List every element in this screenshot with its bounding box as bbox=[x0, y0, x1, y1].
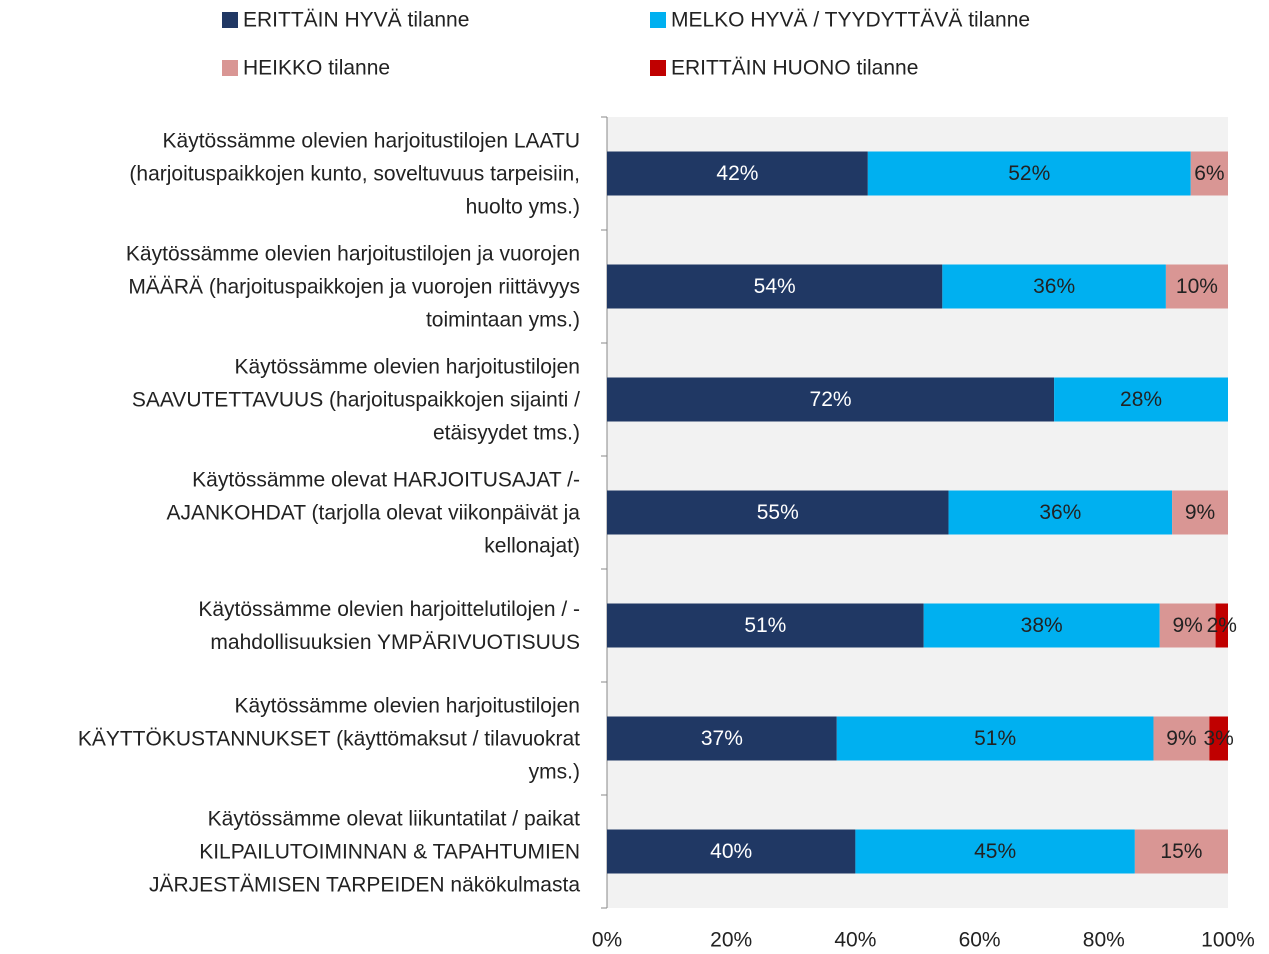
data-label: 3% bbox=[1204, 727, 1234, 750]
data-label: 51% bbox=[974, 727, 1016, 750]
bar-segment bbox=[607, 829, 856, 874]
legend-label: MELKO HYVÄ / TYYDYTTÄVÄ tilanne bbox=[671, 9, 1030, 32]
x-tick-label: 80% bbox=[1083, 929, 1125, 952]
category-label: Käytössämme olevat liikuntatilat / paika… bbox=[148, 807, 580, 896]
data-label: 36% bbox=[1039, 501, 1081, 524]
category-label: Käytössämme olevien harjoitustilojen ja … bbox=[125, 242, 580, 331]
bar-segment bbox=[1172, 490, 1228, 535]
bar-segment bbox=[1165, 264, 1228, 309]
data-label: 40% bbox=[710, 840, 752, 863]
data-label: 9% bbox=[1166, 727, 1196, 750]
data-label: 28% bbox=[1120, 388, 1162, 411]
data-label: 6% bbox=[1194, 162, 1224, 185]
bar-segment bbox=[923, 603, 1160, 648]
legend-label: ERITTÄIN HUONO tilanne bbox=[671, 57, 918, 80]
x-tick-label: 100% bbox=[1201, 929, 1255, 952]
data-label: 45% bbox=[974, 840, 1016, 863]
bar-segment bbox=[1054, 377, 1228, 422]
x-tick-label: 60% bbox=[959, 929, 1001, 952]
bar-segment bbox=[607, 490, 949, 535]
x-tick-label: 20% bbox=[710, 929, 752, 952]
legend-swatch bbox=[222, 60, 238, 76]
bar-segment bbox=[948, 490, 1173, 535]
x-tick-label: 0% bbox=[592, 929, 622, 952]
x-tick-label: 40% bbox=[834, 929, 876, 952]
data-label: 10% bbox=[1176, 275, 1218, 298]
bar-segment bbox=[1190, 151, 1228, 196]
data-label: 42% bbox=[716, 162, 758, 185]
bar-segment bbox=[607, 264, 943, 309]
bar-segment bbox=[1209, 716, 1228, 761]
legend-swatch bbox=[222, 12, 238, 28]
category-label: Käytössämme olevien harjoittelutilojen /… bbox=[198, 597, 580, 654]
category-label: Käytössämme olevien harjoitustilojen LAA… bbox=[129, 129, 580, 218]
data-label: 51% bbox=[744, 614, 786, 637]
legend-swatch bbox=[650, 60, 666, 76]
bar-segment bbox=[1153, 716, 1210, 761]
category-label: Käytössämme olevat HARJOITUSAJAT /- AJAN… bbox=[166, 468, 580, 557]
data-label: 72% bbox=[810, 388, 852, 411]
data-label: 55% bbox=[757, 501, 799, 524]
data-label: 9% bbox=[1172, 614, 1202, 637]
bar-segment bbox=[1159, 603, 1216, 648]
data-label: 2% bbox=[1207, 614, 1237, 637]
data-label: 15% bbox=[1160, 840, 1202, 863]
legend-swatch bbox=[650, 12, 666, 28]
bar-segment bbox=[607, 716, 837, 761]
bar-segment bbox=[942, 264, 1166, 309]
legend-label: ERITTÄIN HYVÄ tilanne bbox=[243, 9, 469, 32]
bar-segment bbox=[1215, 603, 1228, 648]
bar-segment bbox=[836, 716, 1154, 761]
legend-label: HEIKKO tilanne bbox=[243, 57, 390, 80]
data-label: 36% bbox=[1033, 275, 1075, 298]
bar-segment bbox=[867, 151, 1191, 196]
data-label: 52% bbox=[1008, 162, 1050, 185]
category-label: Käytössämme olevien harjoitustilojen KÄY… bbox=[77, 694, 580, 783]
bar-segment bbox=[607, 603, 924, 648]
bar-segment bbox=[855, 829, 1135, 874]
data-label: 54% bbox=[754, 275, 796, 298]
data-label: 9% bbox=[1185, 501, 1215, 524]
bar-segment bbox=[607, 151, 868, 196]
category-label: Käytössämme olevien harjoitustilojen SAA… bbox=[131, 355, 580, 444]
data-label: 37% bbox=[701, 727, 743, 750]
bar-segment bbox=[1134, 829, 1228, 874]
bar-segment bbox=[607, 377, 1055, 422]
data-label: 38% bbox=[1021, 614, 1063, 637]
